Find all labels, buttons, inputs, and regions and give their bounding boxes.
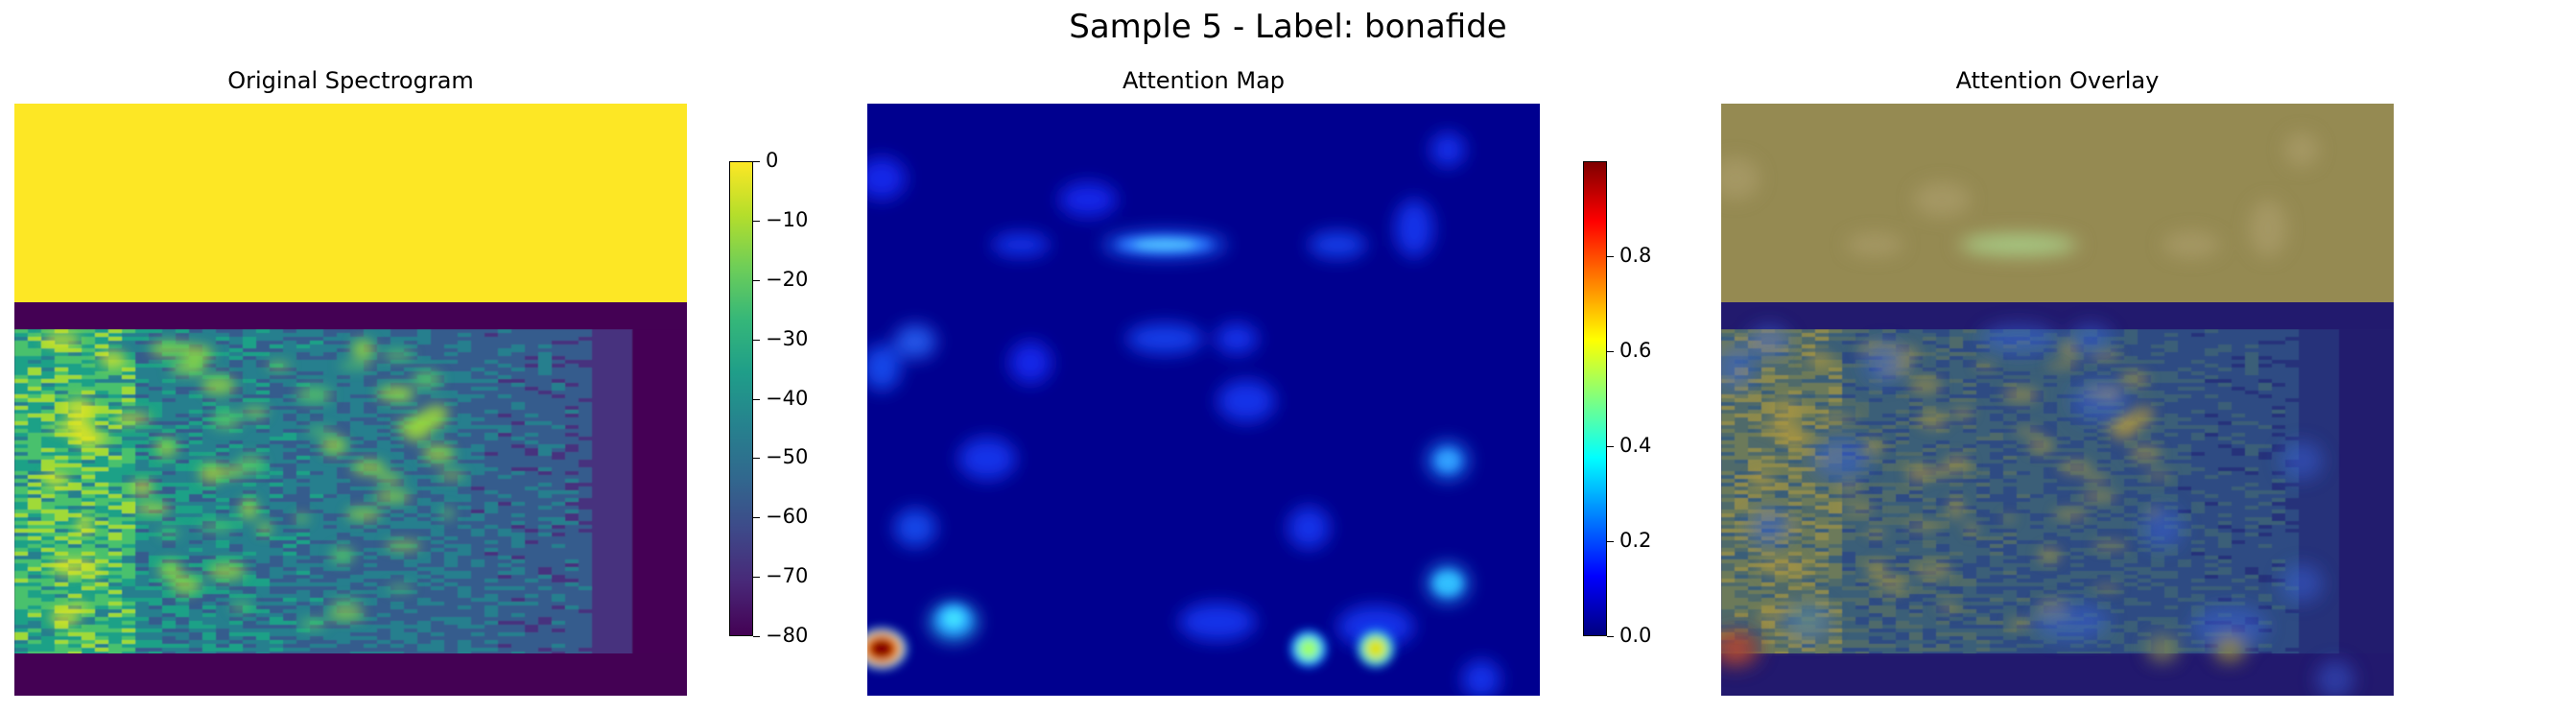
attention-map-title: Attention Map xyxy=(1122,67,1286,94)
attention-blob xyxy=(1288,507,1330,549)
attention-blob xyxy=(1462,660,1501,696)
attention-hotspot xyxy=(868,638,895,659)
overlay-attention-blob xyxy=(2284,132,2319,167)
attention-blob xyxy=(1059,182,1117,217)
attention-hotspot xyxy=(1134,239,1195,250)
overlay-attention-blob xyxy=(2069,323,2112,354)
colorbar-tick xyxy=(1607,446,1614,447)
colorbar-tick-label: −10 xyxy=(766,207,809,231)
overlay-high-band xyxy=(1721,104,2394,302)
colorbar-tick-label: 0.8 xyxy=(1619,244,1652,267)
attention-colorbar xyxy=(1583,161,1607,636)
attention-blob xyxy=(1216,323,1258,354)
overlay-attention-hotspot xyxy=(2214,635,2245,662)
colorbar-tick xyxy=(753,517,760,519)
overlay-attention-blob xyxy=(2249,200,2287,257)
overlay-attention-hotspot xyxy=(2147,635,2178,662)
overlay-attention-blob xyxy=(1913,182,1971,217)
colorbar-tick-label: 0.2 xyxy=(1619,529,1652,552)
attention-hotspot xyxy=(1298,638,1319,659)
attention-map-image xyxy=(867,104,1540,696)
attention-hotspot xyxy=(1365,638,1386,659)
colorbar-tick-label: 0.0 xyxy=(1619,624,1652,647)
overlay-attention-blob xyxy=(1846,233,1903,256)
colorbar-tick xyxy=(753,398,760,400)
attention-blob xyxy=(1009,342,1052,384)
overlay-attention-blob xyxy=(1812,438,1870,480)
attention-blob xyxy=(894,324,936,359)
colorbar-tick xyxy=(753,161,760,162)
colorbar-tick-label: 0.4 xyxy=(1619,434,1652,457)
colorbar-tick-label: −50 xyxy=(766,445,809,469)
colorbar-tick xyxy=(1607,351,1614,352)
colorbar-tick xyxy=(753,458,760,460)
attention-hotspot xyxy=(1433,572,1462,595)
spectrogram-high-band xyxy=(14,104,687,302)
colorbar-tick-label: −30 xyxy=(766,326,809,350)
attention-blob xyxy=(958,438,1016,480)
attention-hotspot xyxy=(1436,450,1459,471)
overlay-attention-blob xyxy=(2141,507,2184,549)
overlay-attention-blob xyxy=(1721,344,1755,391)
spectrogram-colorbar xyxy=(729,161,753,636)
colorbar-tick xyxy=(1607,541,1614,542)
colorbar-tick xyxy=(1607,256,1614,257)
colorbar-tick-label: −70 xyxy=(766,564,809,588)
overlay-attention-blob xyxy=(2191,605,2268,648)
overlay-attention-blob xyxy=(1721,157,1760,200)
colorbar-tick xyxy=(753,339,760,341)
attention-blob xyxy=(1395,200,1433,257)
colorbar-tick-label: 0 xyxy=(766,149,779,172)
attention-blob xyxy=(867,157,906,200)
colorbar-tick xyxy=(1607,636,1614,637)
overlay-attention-blob xyxy=(2281,441,2323,480)
attention-hotspot xyxy=(942,609,965,629)
colorbar-tick xyxy=(753,577,760,579)
attention-blob xyxy=(867,344,901,391)
colorbar-tick-label: 0.6 xyxy=(1619,339,1652,362)
overlay-attention-blob xyxy=(2281,564,2323,603)
colorbar-tick-label: −20 xyxy=(766,267,809,291)
overlay-attention-blob xyxy=(2162,231,2220,258)
spectrogram-image xyxy=(14,104,687,696)
attention-blob xyxy=(1217,380,1275,422)
colorbar-tick-label: −80 xyxy=(766,624,809,647)
spectrogram-title: Original Spectrogram xyxy=(227,67,474,94)
overlay-title: Attention Overlay xyxy=(1955,67,2160,94)
attention-blob xyxy=(1430,132,1465,167)
attention-blob xyxy=(1179,603,1256,641)
overlay-image xyxy=(1721,104,2394,696)
overlay-attention-blob xyxy=(1748,324,1790,359)
overlay-attention-blob xyxy=(1961,235,2076,254)
attention-blob xyxy=(1337,605,1414,648)
colorbar-tick xyxy=(753,279,760,281)
overlay-attention-blob xyxy=(2316,660,2354,696)
overlay-attention-blob xyxy=(2071,380,2129,422)
overlay-attention-blob xyxy=(1980,323,2057,354)
attention-blob xyxy=(1309,231,1366,258)
attention-blob xyxy=(1126,323,1203,354)
attention-blob xyxy=(894,509,936,547)
overlay-attention-hotspot xyxy=(1724,640,1747,657)
attention-blob xyxy=(992,233,1050,256)
colorbar-tick-label: −40 xyxy=(766,386,809,410)
overlay-attention-hotspot xyxy=(1790,606,1825,633)
overlay-attention-blob xyxy=(1748,509,1790,547)
overlay-attention-blob xyxy=(1863,342,1905,384)
figure-title: Sample 5 - Label: bonafide xyxy=(1069,8,1507,46)
colorbar-tick xyxy=(753,636,760,637)
colorbar-tick xyxy=(753,220,760,222)
overlay-attention-blob xyxy=(2033,603,2110,641)
colorbar-tick-label: −60 xyxy=(766,505,809,529)
